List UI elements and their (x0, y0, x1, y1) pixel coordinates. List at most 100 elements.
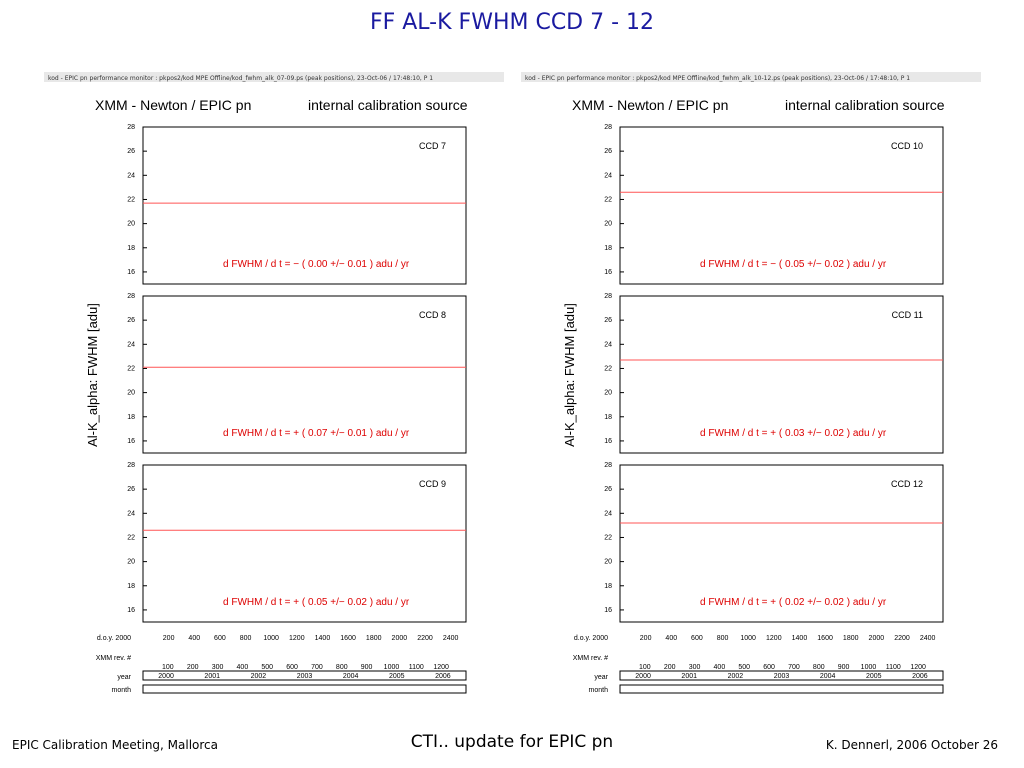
y-tick-label: 22 (604, 534, 612, 541)
rev-tick-label: 400 (237, 664, 249, 671)
y-tick-label: 28 (604, 462, 612, 469)
panel-frame (619, 295, 944, 454)
rev-tick-label: 600 (763, 664, 775, 671)
month-label: month (112, 687, 132, 694)
rev-tick-label: 200 (187, 664, 199, 671)
slope-annotation: d FWHM / d t = + ( 0.03 +/− 0.02 ) adu /… (700, 428, 887, 439)
y-tick-label: 24 (127, 510, 135, 517)
y-tick-label: 20 (604, 390, 612, 397)
y-tick-label: 20 (604, 221, 612, 228)
doy-tick-label: 1000 (263, 635, 279, 642)
rev-tick-label: 800 (813, 664, 825, 671)
rev-tick-label: 900 (838, 664, 850, 671)
doy-tick-label: 600 (214, 635, 226, 642)
doy-label: d.o.y. 2000 (574, 635, 608, 642)
ccd-label: CCD 10 (891, 141, 923, 151)
header-bar (44, 72, 504, 82)
y-tick-label: 28 (127, 293, 135, 300)
rev-tick-label: 700 (311, 664, 323, 671)
rev-tick-label: 700 (788, 664, 800, 671)
y-tick-label: 18 (604, 414, 612, 421)
doy-tick-label: 1200 (766, 635, 782, 642)
y-tick-label: 16 (127, 607, 135, 614)
month-band (142, 684, 467, 694)
rev-tick-label: 1100 (409, 664, 424, 671)
month-label: month (589, 687, 609, 694)
doy-tick-label: 2000 (392, 635, 408, 642)
slope-annotation: d FWHM / d t = + ( 0.05 +/− 0.02 ) adu /… (223, 597, 410, 608)
rev-tick-label: 100 (639, 664, 651, 671)
doy-tick-label: 1800 (843, 635, 859, 642)
ccd-label: CCD 7 (419, 141, 446, 151)
y-tick-label: 26 (604, 148, 612, 155)
rev-tick-label: 500 (738, 664, 750, 671)
doy-tick-label: 1600 (340, 635, 356, 642)
rev-tick-label: 600 (286, 664, 298, 671)
doy-tick-label: 400 (188, 635, 200, 642)
year-tick-label: 2004 (343, 673, 359, 680)
y-tick-label: 18 (127, 414, 135, 421)
rev-tick-label: 1000 (861, 664, 877, 671)
plot-title-left: XMM - Newton / EPIC pn (572, 97, 728, 113)
year-label: year (117, 674, 131, 681)
year-tick-label: 2001 (204, 673, 220, 680)
y-tick-label: 18 (604, 245, 612, 252)
rev-tick-label: 500 (261, 664, 273, 671)
ccd-label: CCD 8 (419, 310, 446, 320)
y-tick-label: 26 (604, 317, 612, 324)
rev-tick-label: 100 (162, 664, 174, 671)
y-tick-label: 20 (127, 221, 135, 228)
y-tick-label: 22 (604, 196, 612, 203)
slope-annotation: d FWHM / d t = − ( 0.00 +/− 0.01 ) adu /… (223, 259, 410, 270)
y-axis-label: Al-K_alpha: FWHM [adu] (85, 303, 100, 447)
y-tick-label: 16 (604, 438, 612, 445)
year-band (619, 670, 944, 681)
doy-label: d.o.y. 2000 (97, 635, 131, 642)
y-tick-label: 18 (604, 583, 612, 590)
y-tick-label: 28 (604, 293, 612, 300)
rev-tick-label: 400 (714, 664, 726, 671)
doy-tick-label: 1400 (315, 635, 331, 642)
rev-tick-label: 800 (336, 664, 348, 671)
slide-title: FF AL-K FWHM CCD 7 - 12 (369, 10, 655, 35)
year-tick-label: 2000 (635, 673, 651, 680)
y-tick-label: 22 (604, 365, 612, 372)
doy-tick-label: 800 (717, 635, 729, 642)
doy-tick-label: 800 (240, 635, 252, 642)
doy-tick-label: 2400 (920, 635, 936, 642)
doy-tick-label: 400 (665, 635, 677, 642)
header-bar (521, 72, 981, 82)
plot-title-right: internal calibration source (785, 97, 945, 113)
rev-tick-label: 1000 (384, 664, 400, 671)
y-tick-label: 16 (604, 607, 612, 614)
doy-tick-label: 1000 (740, 635, 756, 642)
year-tick-label: 2006 (912, 673, 928, 680)
header-text: kod - EPIC pn performance monitor : pkpo… (48, 75, 433, 82)
y-tick-label: 22 (127, 196, 135, 203)
year-tick-label: 2000 (158, 673, 174, 680)
y-tick-label: 24 (127, 341, 135, 348)
doy-tick-label: 2200 (894, 635, 910, 642)
y-tick-label: 28 (127, 124, 135, 131)
y-tick-label: 26 (127, 317, 135, 324)
doy-tick-label: 1800 (366, 635, 382, 642)
y-tick-label: 24 (604, 172, 612, 179)
y-tick-label: 26 (127, 148, 135, 155)
doy-tick-label: 600 (691, 635, 703, 642)
plot-title-right: internal calibration source (308, 97, 468, 113)
year-tick-label: 2001 (681, 673, 697, 680)
rev-tick-label: 1100 (886, 664, 901, 671)
rev-tick-label: 300 (212, 664, 224, 671)
year-tick-label: 2003 (297, 673, 313, 680)
ccd-label: CCD 11 (892, 310, 923, 320)
y-tick-label: 22 (127, 534, 135, 541)
doy-tick-label: 2400 (443, 635, 459, 642)
doy-tick-label: 2000 (869, 635, 885, 642)
panel-frame (619, 464, 944, 623)
y-tick-label: 26 (604, 486, 612, 493)
y-tick-label: 24 (127, 172, 135, 179)
year-tick-label: 2006 (435, 673, 451, 680)
y-tick-label: 18 (127, 583, 135, 590)
panel-frame (619, 126, 944, 285)
